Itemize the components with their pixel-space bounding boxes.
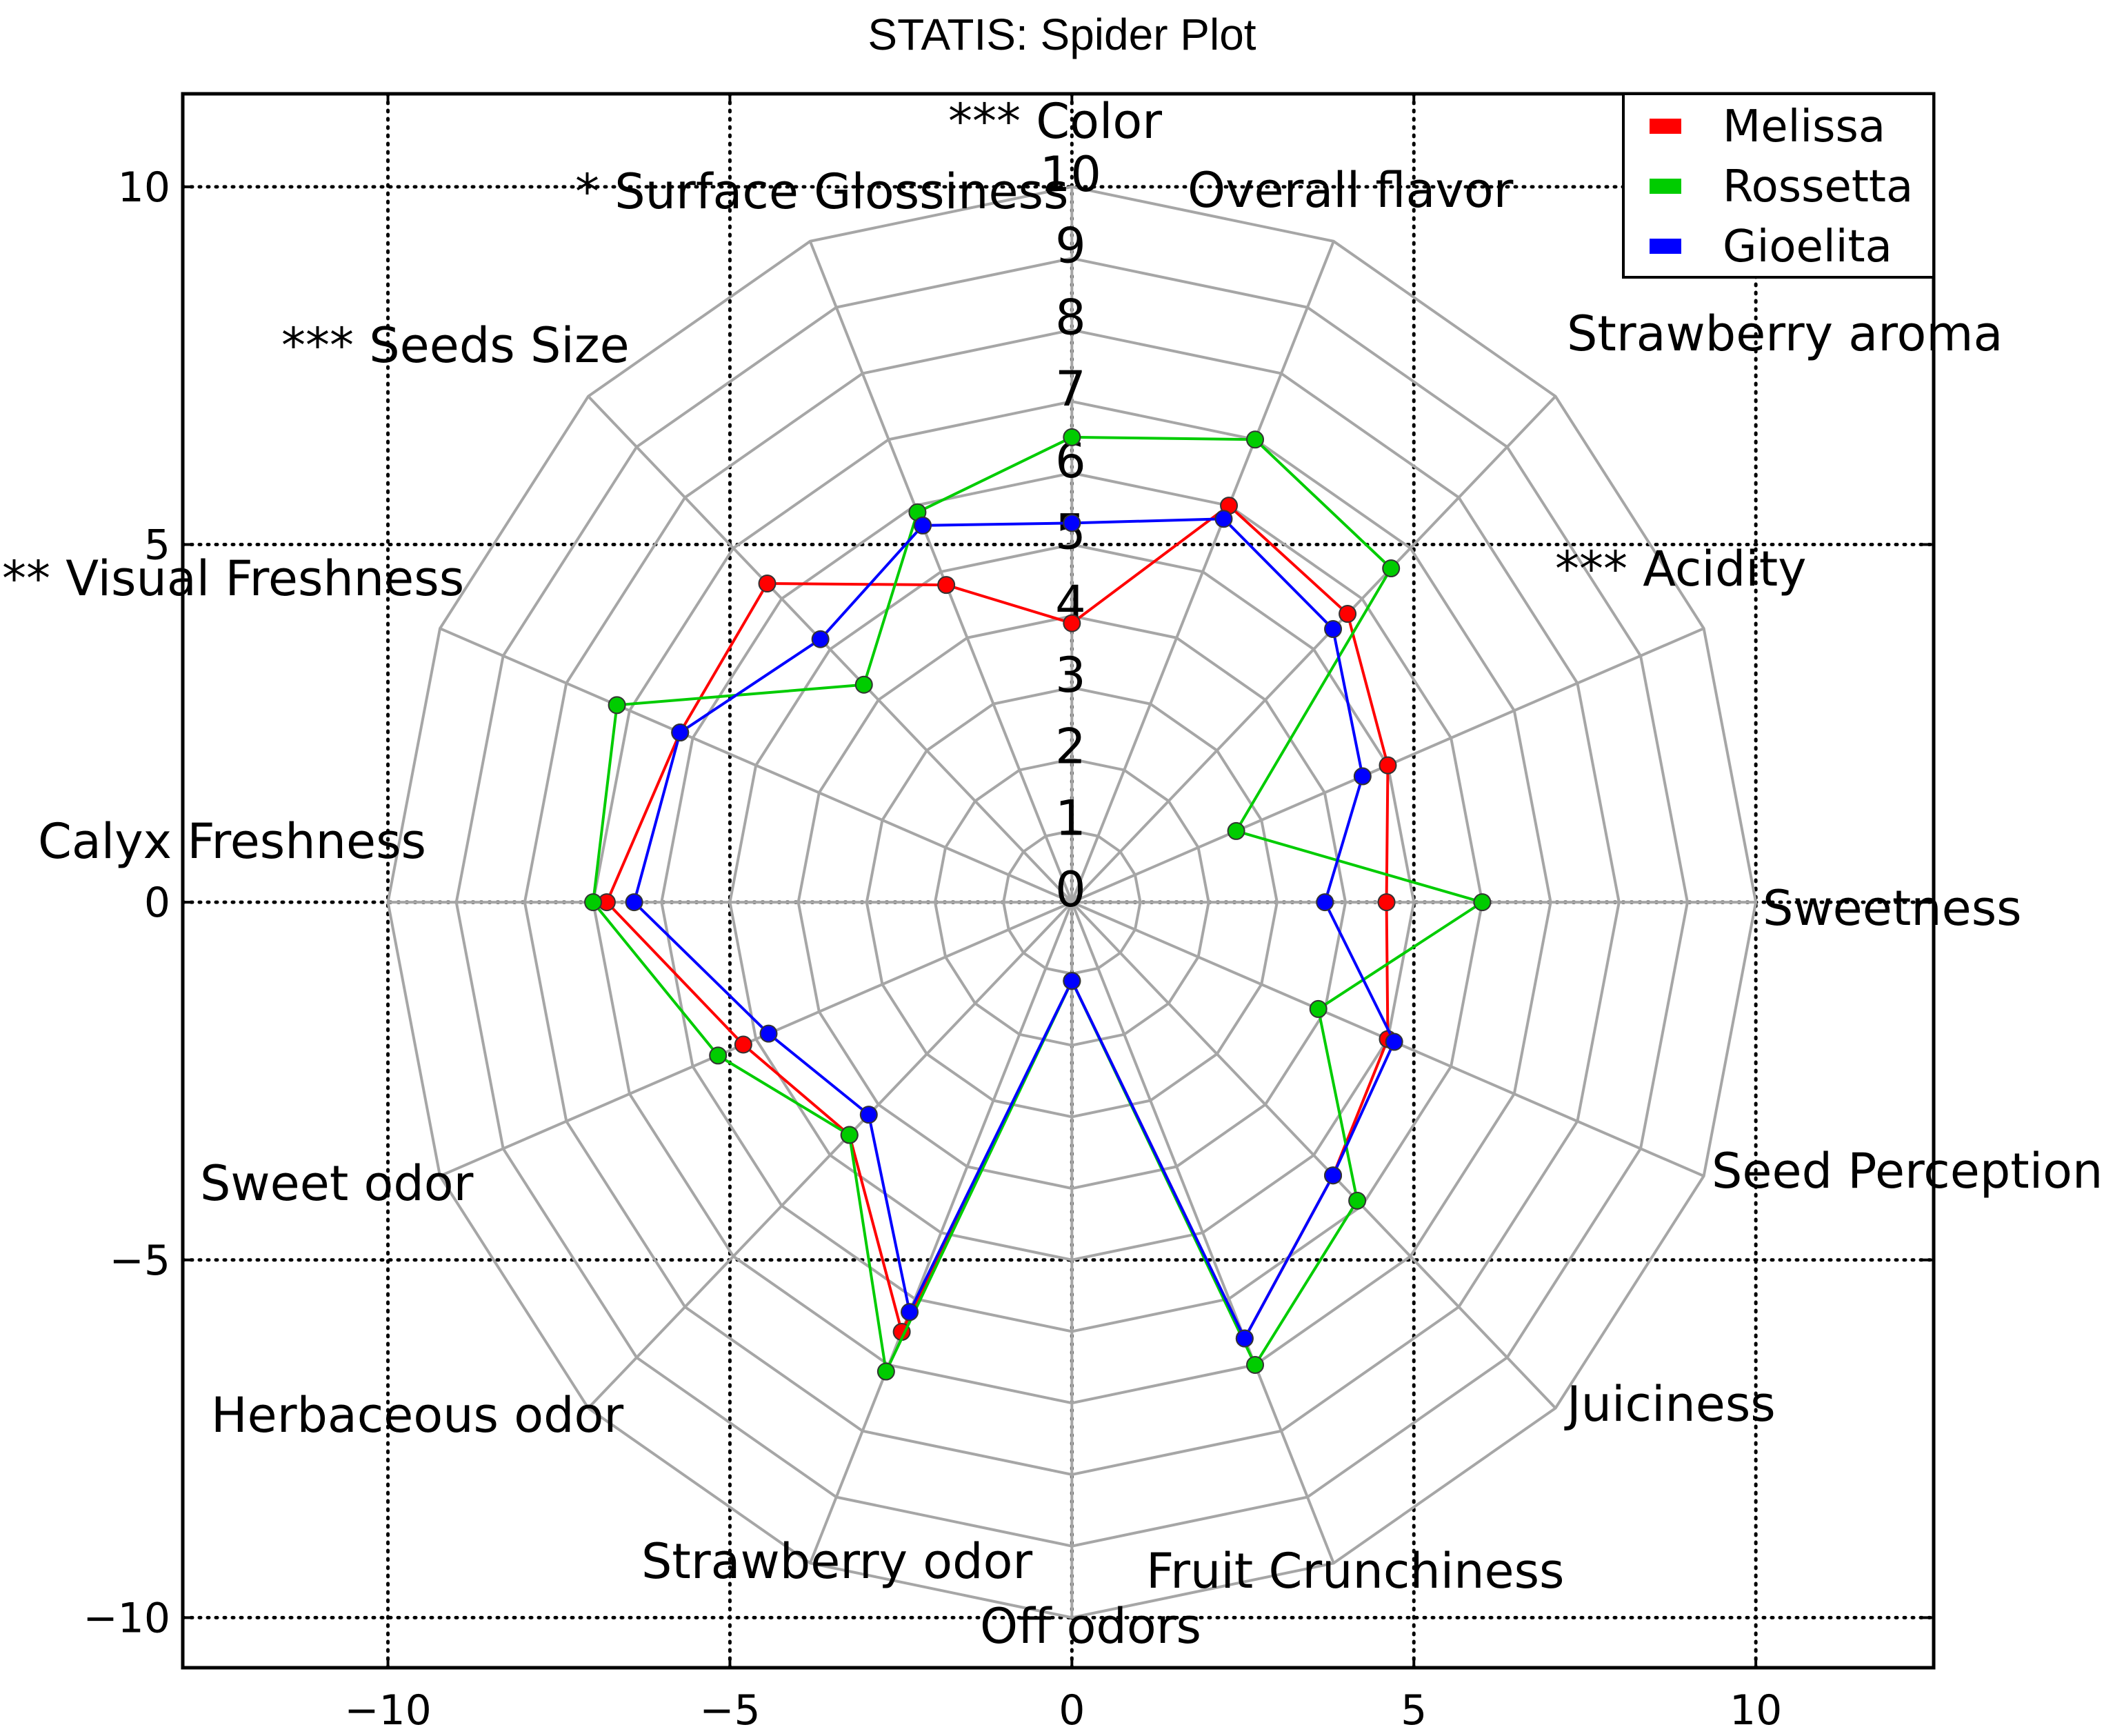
legend-label: Gioelita — [1723, 221, 1892, 272]
y-tick-label: −10 — [83, 1594, 170, 1642]
y-tick-label: 10 — [118, 163, 170, 212]
radial-tick-label: 9 — [1055, 218, 1086, 275]
chart-title: STATIS: Spider Plot — [868, 10, 1256, 59]
web-spoke-13 — [439, 627, 1073, 904]
category-label: * Surface Glossiness — [575, 163, 1068, 220]
data-point-rossetta-12 — [584, 893, 603, 912]
data-point-gioelita-13 — [671, 724, 690, 742]
radial-tick-label: 7 — [1055, 361, 1086, 417]
category-label: Overall flavor — [1188, 162, 1514, 219]
data-point-rossetta-2 — [1382, 559, 1401, 578]
radial-tick-label: 2 — [1055, 719, 1086, 775]
web-spoke-11 — [439, 901, 1073, 1177]
data-point-gioelita-0 — [1063, 514, 1081, 532]
category-label: Sweet odor — [200, 1155, 474, 1212]
x-tick-label: −10 — [344, 1686, 432, 1735]
data-point-rossetta-4 — [1473, 893, 1492, 912]
data-point-rossetta-14 — [854, 675, 873, 694]
web-spoke-7 — [1070, 901, 1335, 1564]
radial-tick-label: 3 — [1055, 647, 1086, 704]
data-point-rossetta-5 — [1309, 999, 1327, 1018]
data-point-gioelita-10 — [859, 1106, 878, 1124]
radial-tick-label: 1 — [1055, 790, 1086, 846]
data-point-gioelita-4 — [1316, 893, 1334, 912]
web-spoke-15 — [808, 241, 1074, 903]
legend-swatch-gioelita — [1650, 239, 1681, 254]
data-point-rossetta-6 — [1348, 1191, 1367, 1210]
data-point-rossetta-0 — [1063, 428, 1081, 446]
category-label: Strawberry aroma — [1567, 306, 2003, 362]
y-tick-label: 0 — [144, 879, 170, 927]
data-point-rossetta-10 — [840, 1126, 859, 1144]
radar-web — [386, 185, 1758, 1619]
data-point-rossetta-1 — [1246, 430, 1265, 449]
data-point-gioelita-1 — [1214, 510, 1233, 528]
category-labels: *** Color Overall flavor Strawberry aroma *… — [2, 93, 2103, 1655]
data-point-rossetta-9 — [876, 1362, 895, 1381]
web-spoke-14 — [587, 395, 1073, 904]
data-series — [584, 428, 1492, 1381]
legend-label: Melissa — [1723, 101, 1885, 152]
category-label: *** Acidity — [1555, 541, 1807, 597]
y-tick-label: 5 — [144, 521, 170, 569]
x-tick-label: −5 — [699, 1686, 760, 1735]
data-point-gioelita-15 — [913, 516, 932, 535]
y-tick-label: −5 — [110, 1237, 170, 1285]
x-tick-label: 10 — [1730, 1686, 1782, 1735]
category-label: ** Visual Freshness — [2, 550, 464, 607]
legend-swatch-rossetta — [1650, 179, 1681, 194]
web-spoke-10 — [587, 901, 1073, 1409]
data-point-gioelita-2 — [1324, 620, 1343, 639]
web-spoke-9 — [808, 901, 1074, 1564]
category-label: Sweetness — [1763, 880, 2022, 937]
data-point-melissa-15 — [937, 576, 956, 595]
radial-tick-label: 0 — [1055, 861, 1086, 918]
data-point-rossetta-3 — [1227, 821, 1245, 840]
category-label: Fruit Crunchiness — [1146, 1543, 1565, 1599]
x-tick-label: 5 — [1401, 1686, 1427, 1735]
data-point-gioelita-11 — [759, 1024, 778, 1043]
data-point-melissa-4 — [1377, 893, 1396, 912]
category-label: Off odors — [980, 1598, 1201, 1655]
category-label: Calyx Freshness — [38, 813, 426, 870]
data-point-gioelita-12 — [625, 893, 643, 912]
category-label: *** Color — [948, 93, 1162, 150]
web-spoke-1 — [1070, 241, 1335, 903]
data-point-melissa-0 — [1063, 614, 1081, 632]
data-point-melissa-11 — [734, 1035, 752, 1054]
category-label: Strawberry odor — [641, 1533, 1032, 1590]
plot-frame — [181, 92, 1936, 1670]
radial-tick-label: 5 — [1055, 503, 1086, 560]
category-label: Herbaceous odor — [211, 1387, 623, 1444]
data-point-gioelita-3 — [1353, 767, 1372, 786]
legend-swatch-melissa — [1650, 119, 1681, 134]
data-point-rossetta-13 — [608, 696, 626, 715]
x-tick-label: 0 — [1059, 1686, 1085, 1735]
data-point-melissa-2 — [1339, 605, 1357, 623]
legend-label: Rossetta — [1723, 161, 1913, 212]
data-point-gioelita-9 — [901, 1303, 919, 1321]
category-label: Seed Perception — [1712, 1143, 2103, 1199]
data-point-gioelita-5 — [1385, 1032, 1403, 1051]
data-point-gioelita-14 — [811, 630, 830, 648]
data-point-gioelita-8 — [1063, 972, 1081, 990]
data-point-melissa-14 — [758, 575, 777, 593]
data-point-rossetta-7 — [1246, 1355, 1265, 1374]
category-label: *** Seeds Size — [281, 317, 630, 374]
legend: Melissa Rossetta Gioelita — [1622, 92, 1935, 279]
radial-tick-label: 10 — [1040, 146, 1101, 203]
data-point-rossetta-11 — [709, 1046, 728, 1065]
data-point-gioelita-7 — [1235, 1329, 1254, 1348]
radial-tick-label: 8 — [1055, 289, 1086, 346]
category-label: Juiciness — [1564, 1376, 1776, 1433]
web-spoke-6 — [1070, 901, 1557, 1409]
web-spoke-2 — [1070, 395, 1557, 904]
data-point-melissa-3 — [1379, 756, 1397, 775]
data-point-gioelita-6 — [1324, 1166, 1343, 1185]
